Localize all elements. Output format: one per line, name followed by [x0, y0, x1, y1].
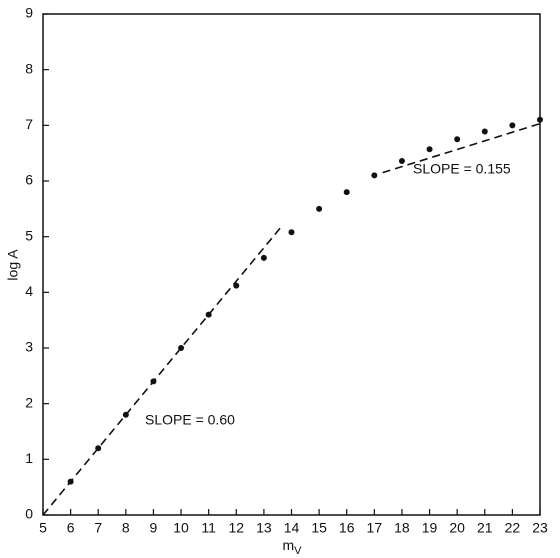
x-tick-label: 7: [94, 520, 102, 536]
data-point: [426, 146, 433, 153]
x-tick-label: 21: [477, 520, 493, 536]
y-tick-label: 1: [25, 450, 33, 466]
x-axis-label-main: m: [282, 537, 294, 553]
x-tick-label: 18: [394, 520, 410, 536]
y-tick-label: 5: [25, 227, 33, 243]
fit-line: [382, 122, 541, 174]
plot-frame: [42, 13, 541, 516]
x-tick-label: 12: [228, 520, 244, 536]
x-tick-label: 11: [201, 520, 216, 536]
x-tick-label: 16: [339, 520, 355, 536]
x-tick-label: 22: [505, 520, 521, 536]
data-point: [95, 445, 102, 452]
data-point: [343, 189, 350, 196]
y-tick-label: 0: [25, 506, 33, 522]
data-point: [205, 311, 212, 318]
x-tick-label: 17: [367, 520, 383, 536]
data-point: [260, 254, 267, 261]
fit-line: [42, 227, 282, 516]
y-tick-label: 6: [25, 172, 33, 188]
x-tick-label: 20: [449, 520, 465, 536]
data-point: [288, 229, 295, 236]
x-tick-label: 9: [150, 520, 158, 536]
x-tick-label: 23: [532, 520, 548, 536]
y-tick-label: 9: [25, 5, 33, 21]
x-tick-label: 15: [311, 520, 327, 536]
slope-annotation: SLOPE = 0.155: [413, 161, 511, 177]
y-tick-label: 8: [25, 60, 33, 76]
data-point: [481, 128, 488, 135]
data-point: [537, 116, 543, 123]
x-tick-label: 19: [422, 520, 438, 536]
data-point: [509, 122, 516, 129]
y-tick-label: 2: [25, 394, 33, 410]
x-tick-label: 14: [284, 520, 300, 536]
y-tick-label: 4: [25, 283, 33, 299]
y-axis-label: log A: [5, 249, 21, 281]
x-tick-label: 13: [256, 520, 272, 536]
data-point: [371, 172, 378, 179]
data-point: [454, 136, 461, 143]
y-tick-label: 3: [25, 339, 33, 355]
data-point: [316, 205, 323, 212]
x-tick-label: 5: [39, 520, 47, 536]
data-point: [233, 282, 240, 289]
data-point: [67, 478, 74, 485]
data-point: [178, 345, 185, 351]
x-axis-label-subscript: V: [294, 545, 302, 557]
slope-annotation: SLOPE = 0.60: [145, 412, 235, 428]
data-point: [398, 157, 405, 164]
x-tick-label: 8: [122, 520, 130, 536]
data-point: [150, 378, 157, 385]
x-tick-label: 10: [173, 520, 189, 536]
data-point: [122, 411, 129, 418]
x-tick-label: 6: [67, 520, 75, 536]
x-axis-label: mV: [282, 537, 302, 557]
y-tick-label: 7: [25, 116, 33, 132]
